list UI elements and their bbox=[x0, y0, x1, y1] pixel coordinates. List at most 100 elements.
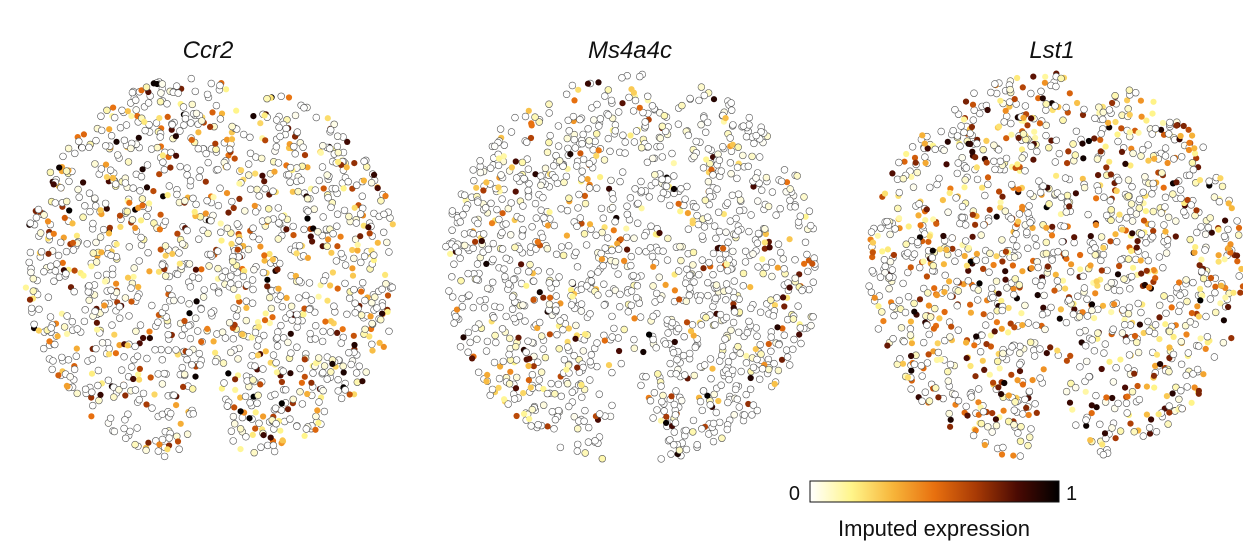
spot bbox=[379, 310, 386, 317]
spot bbox=[1150, 267, 1157, 274]
spot bbox=[139, 389, 148, 398]
spot bbox=[1160, 292, 1168, 300]
spot bbox=[1206, 214, 1214, 222]
spot bbox=[924, 145, 931, 152]
spot bbox=[176, 162, 184, 171]
spot bbox=[534, 238, 541, 245]
spot bbox=[1030, 156, 1037, 163]
spot bbox=[378, 285, 386, 293]
spot bbox=[548, 408, 556, 416]
spot bbox=[1215, 198, 1224, 206]
spot bbox=[269, 441, 278, 450]
spot bbox=[543, 245, 552, 253]
spot bbox=[621, 257, 628, 264]
spot bbox=[581, 192, 589, 199]
spot bbox=[232, 376, 239, 383]
spot bbox=[53, 260, 61, 268]
spot bbox=[107, 251, 115, 260]
spot bbox=[1109, 378, 1118, 386]
spot bbox=[727, 106, 736, 114]
spot bbox=[120, 136, 129, 145]
spot bbox=[175, 445, 183, 453]
spot bbox=[1069, 140, 1077, 148]
spot bbox=[259, 268, 268, 277]
spot bbox=[575, 190, 583, 199]
spot bbox=[910, 299, 918, 308]
spot bbox=[159, 158, 167, 166]
spot bbox=[526, 355, 533, 362]
spot bbox=[899, 279, 907, 288]
spot bbox=[1220, 232, 1229, 241]
spot bbox=[64, 356, 73, 364]
spot bbox=[103, 106, 111, 115]
spot bbox=[329, 360, 336, 367]
spot bbox=[235, 237, 243, 245]
spot bbox=[709, 249, 718, 258]
spot bbox=[1009, 235, 1017, 244]
spot bbox=[587, 351, 596, 359]
spot bbox=[500, 153, 507, 160]
spot bbox=[969, 431, 978, 440]
spot bbox=[1135, 195, 1144, 204]
spot bbox=[129, 184, 137, 192]
spot bbox=[931, 304, 939, 313]
spot bbox=[365, 224, 372, 231]
spot bbox=[1014, 161, 1021, 168]
spot bbox=[910, 250, 919, 258]
spot bbox=[1065, 148, 1072, 155]
spot bbox=[581, 199, 590, 208]
spot bbox=[155, 268, 162, 275]
spot bbox=[995, 123, 1003, 130]
spot bbox=[1193, 365, 1202, 374]
spot bbox=[1191, 145, 1198, 152]
spot bbox=[610, 227, 617, 234]
spot bbox=[210, 338, 217, 345]
spot bbox=[355, 362, 363, 370]
spot bbox=[1125, 303, 1134, 312]
spot bbox=[953, 302, 961, 310]
spot bbox=[1122, 214, 1131, 222]
spot bbox=[185, 322, 193, 330]
spot bbox=[27, 304, 36, 313]
spot bbox=[175, 249, 183, 257]
spot bbox=[296, 364, 304, 373]
spot bbox=[161, 242, 170, 250]
spot bbox=[806, 221, 815, 230]
spot bbox=[983, 341, 990, 348]
spot bbox=[709, 271, 717, 279]
spot bbox=[1037, 87, 1045, 96]
spot bbox=[1003, 284, 1011, 292]
spot bbox=[997, 199, 1004, 206]
spot bbox=[456, 343, 465, 351]
spot bbox=[185, 260, 194, 268]
spot bbox=[951, 257, 959, 265]
spot bbox=[676, 296, 683, 303]
spot bbox=[981, 441, 989, 449]
spot bbox=[509, 275, 518, 284]
spot bbox=[174, 230, 181, 237]
spot bbox=[103, 174, 110, 181]
spot bbox=[728, 191, 737, 200]
spot bbox=[97, 126, 106, 135]
spot bbox=[69, 239, 77, 246]
spot bbox=[757, 128, 765, 136]
spot bbox=[214, 264, 222, 273]
spot bbox=[173, 402, 180, 409]
spot bbox=[1077, 251, 1084, 259]
spot bbox=[101, 302, 108, 309]
spot bbox=[1072, 127, 1081, 136]
spot bbox=[599, 214, 607, 222]
spot bbox=[178, 240, 187, 248]
spot bbox=[998, 297, 1005, 304]
spot bbox=[113, 241, 120, 248]
spot bbox=[1129, 230, 1136, 237]
spot bbox=[714, 150, 722, 158]
spot bbox=[727, 170, 735, 178]
spot bbox=[920, 258, 927, 265]
spot bbox=[103, 205, 110, 212]
spot bbox=[573, 425, 582, 433]
spot bbox=[712, 408, 720, 417]
spot bbox=[136, 365, 143, 372]
spot bbox=[511, 243, 519, 252]
spot bbox=[243, 281, 251, 289]
